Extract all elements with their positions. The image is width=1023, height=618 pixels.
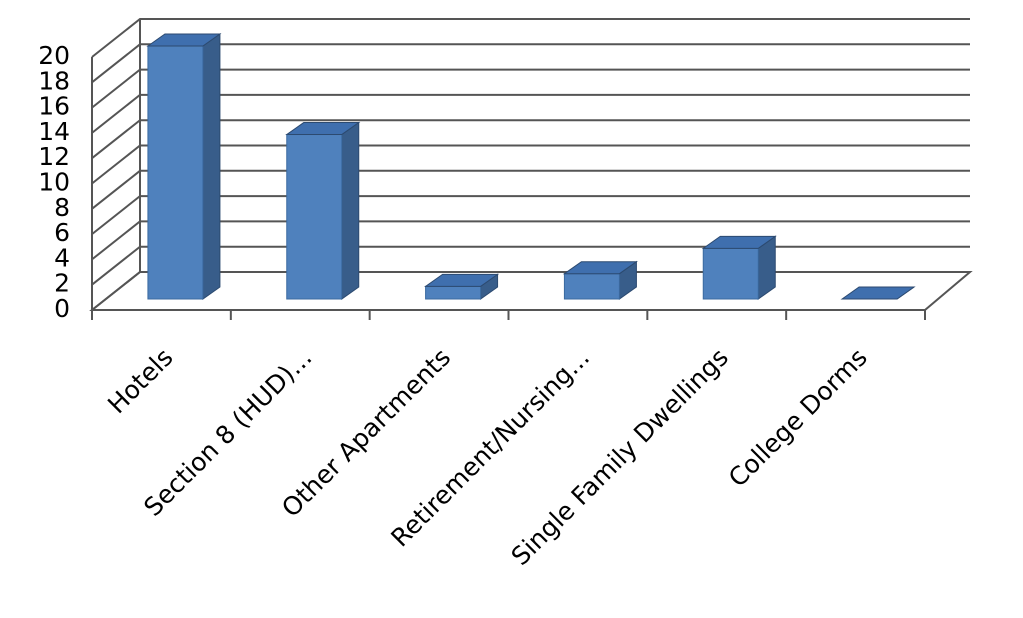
y-tick-label: 18 bbox=[38, 66, 70, 95]
grid-line bbox=[91, 144, 970, 185]
y-tick-label: 6 bbox=[54, 218, 70, 247]
bar-top bbox=[146, 33, 222, 47]
bar-top bbox=[424, 273, 500, 287]
bar-side bbox=[202, 33, 221, 300]
bar-front bbox=[702, 247, 759, 300]
bar-top bbox=[840, 286, 916, 300]
grid-line bbox=[91, 68, 970, 109]
grid-line bbox=[91, 220, 970, 261]
bar bbox=[562, 260, 638, 300]
y-tick-label: 10 bbox=[38, 168, 70, 197]
y-tick-label: 12 bbox=[38, 142, 70, 171]
bar bbox=[285, 121, 361, 300]
bar-front bbox=[286, 134, 343, 300]
grid-line bbox=[91, 43, 970, 84]
bar-front bbox=[147, 45, 204, 300]
bar bbox=[146, 33, 222, 300]
grid-line bbox=[91, 119, 970, 159]
y-tick-label: 14 bbox=[38, 117, 70, 146]
grid-line bbox=[91, 195, 970, 235]
bar bbox=[840, 286, 916, 300]
y-tick-label: 20 bbox=[38, 41, 70, 70]
y-tick-label: 2 bbox=[54, 269, 70, 298]
y-tick-label: 8 bbox=[54, 193, 70, 222]
bar bbox=[424, 273, 500, 300]
bar bbox=[701, 235, 777, 300]
bar-top bbox=[285, 122, 361, 136]
bar-side bbox=[341, 121, 360, 300]
grid-line bbox=[91, 18, 970, 58]
x-tick-label: College Dorms bbox=[723, 343, 873, 493]
grid-line bbox=[91, 271, 970, 311]
bar-top bbox=[701, 235, 777, 249]
x-tick-label: Hotels bbox=[102, 343, 179, 420]
bar-front bbox=[563, 273, 620, 300]
bar-top bbox=[562, 261, 638, 275]
grid-line bbox=[91, 169, 970, 210]
bar-front bbox=[425, 285, 482, 300]
y-tick-label: 0 bbox=[54, 294, 70, 323]
floor bbox=[89, 271, 973, 311]
grid-line bbox=[91, 245, 970, 286]
grid-line bbox=[91, 93, 970, 134]
y-tick-label: 16 bbox=[38, 92, 70, 121]
y-tick-label: 4 bbox=[54, 243, 70, 272]
